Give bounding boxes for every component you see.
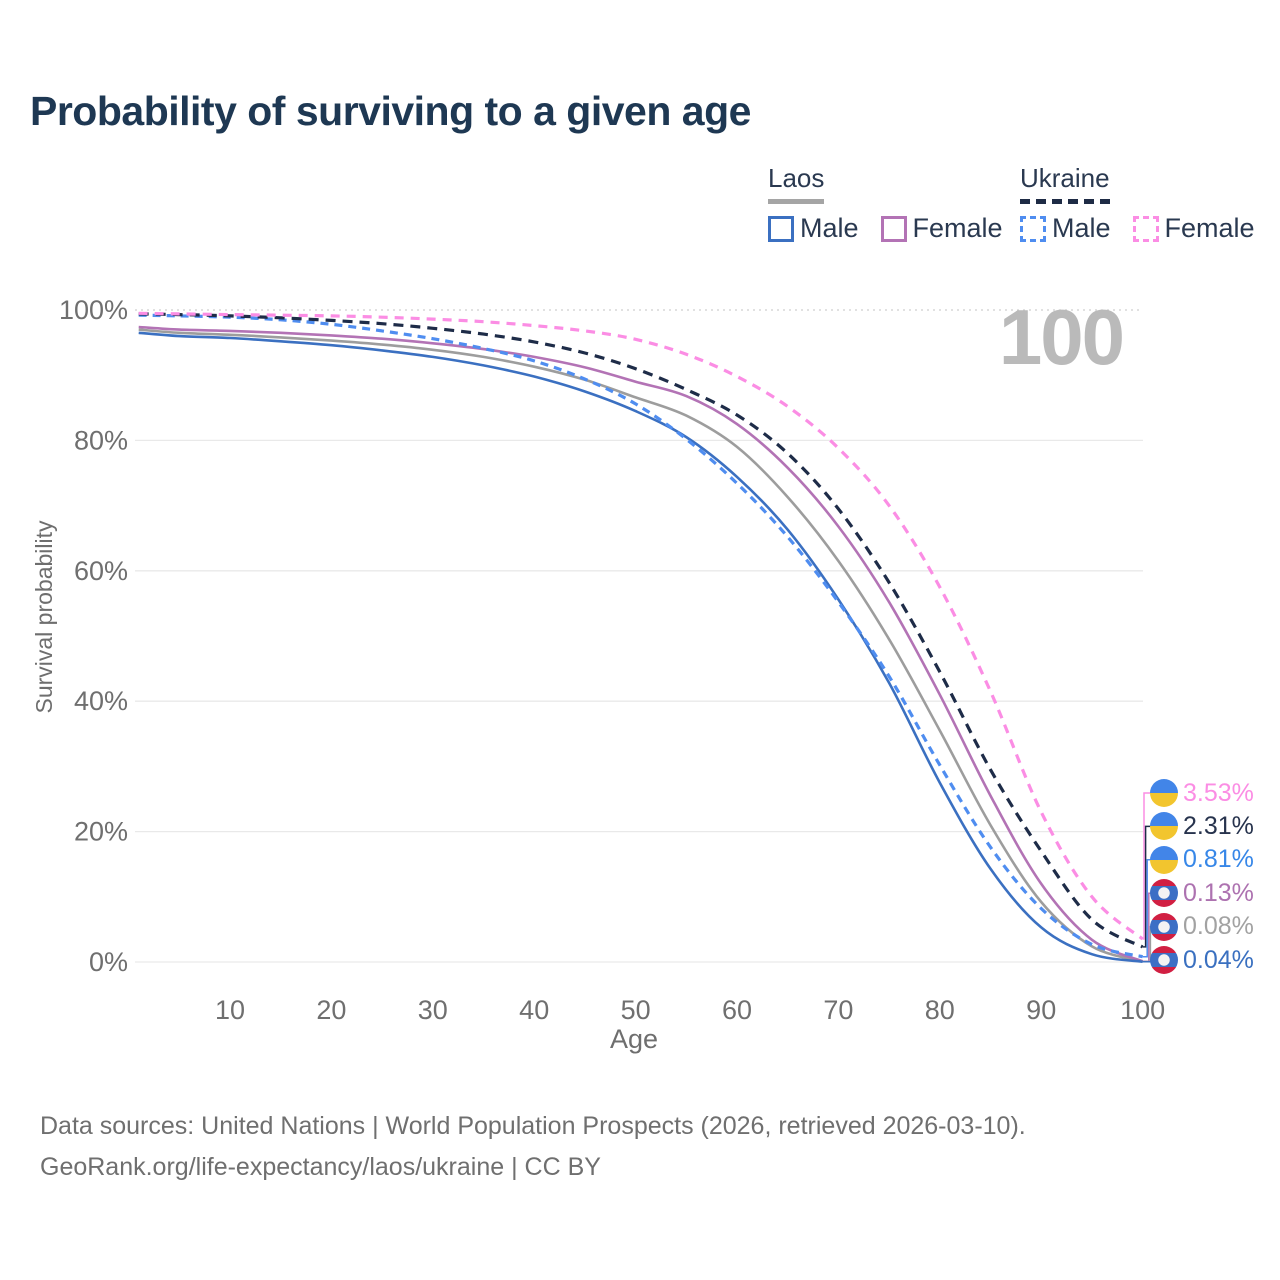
line-ukraine-total (138, 312, 1144, 949)
x-tick-label: 30 (418, 995, 448, 1025)
line-ukraine-female (138, 311, 1144, 941)
end-label-value: 0.13% (1183, 878, 1254, 907)
y-tick-label: 0% (89, 947, 128, 977)
legend-item-ukraine-female[interactable]: Female (1132, 213, 1255, 244)
x-tick-label: 20 (316, 995, 346, 1025)
laos-female-swatch-icon (880, 215, 907, 242)
legend-ukraine-header[interactable]: Ukraine (1020, 163, 1110, 204)
page-title: Probability of surviving to a given age (30, 88, 751, 134)
ukraine-flag-icon (1150, 779, 1178, 807)
y-tick-label: 100% (59, 295, 128, 325)
legend-item-laos-female[interactable]: Female (880, 213, 1003, 244)
x-tick-label: 60 (722, 995, 752, 1025)
end-label-laos-male: 0.04% (1150, 944, 1254, 976)
footer: Data sources: United Nations | World Pop… (40, 1106, 1026, 1188)
x-tick-label: 100 (1120, 995, 1165, 1025)
legend-group-laos: Laos Male Female (768, 163, 1003, 244)
y-tick-label: 60% (74, 556, 128, 586)
end-label-value: 0.81% (1183, 845, 1254, 874)
legend-laos-header[interactable]: Laos (768, 163, 825, 204)
ukraine-female-swatch-icon (1132, 215, 1159, 242)
x-tick-label: 40 (519, 995, 549, 1025)
legend-item-laos-male[interactable]: Male (768, 213, 859, 244)
end-label-value: 2.31% (1183, 811, 1254, 840)
line-ukraine-male (138, 313, 1143, 959)
end-label-value: 0.04% (1183, 945, 1254, 974)
end-label-ukraine-total: 2.31% (1150, 810, 1254, 842)
line-laos-female (138, 325, 1144, 963)
x-tick-label: 70 (823, 995, 853, 1025)
laos-flag-icon (1150, 946, 1178, 974)
laos-flag-icon (1150, 879, 1178, 908)
x-axis-title: Age (609, 1024, 659, 1054)
end-label-value: 0.08% (1183, 912, 1254, 941)
legend-item-label: Female (1164, 213, 1255, 243)
y-tick-label: 40% (74, 686, 128, 716)
x-tick-label: 10 (215, 995, 245, 1025)
line-laos-male (138, 331, 1143, 963)
ukraine-flag-icon (1150, 812, 1178, 841)
ukraine-male-swatch-icon (1020, 215, 1046, 242)
legend-item-label: Male (800, 213, 859, 243)
legend-item-label: Male (1052, 213, 1111, 243)
age-watermark: 100 (998, 293, 1125, 381)
ukraine-flag-icon (1150, 845, 1178, 874)
legend-item-label: Female (912, 213, 1003, 243)
x-tick-label: 50 (621, 995, 651, 1025)
legend-group-ukraine: Ukraine Male Female (1020, 163, 1255, 244)
x-tick-label: 90 (1026, 995, 1056, 1025)
footer-sources: Data sources: United Nations | World Pop… (40, 1112, 1026, 1140)
y-tick-label: 20% (74, 817, 128, 847)
end-label-value: 3.53% (1183, 778, 1254, 807)
end-label-laos-total: 0.08% (1150, 911, 1254, 943)
line-laos-total (138, 328, 1143, 963)
laos-flag-icon (1150, 912, 1178, 941)
end-label-laos-female: 0.13% (1150, 877, 1254, 909)
footer-url: GeoRank.org/life-expectancy/laos/ukraine… (40, 1153, 601, 1181)
laos-male-swatch-icon (768, 215, 794, 242)
end-label-ukraine-female: 3.53% (1150, 777, 1254, 809)
y-tick-label: 80% (74, 425, 128, 455)
x-tick-label: 80 (925, 995, 955, 1025)
end-label-ukraine-male: 0.81% (1150, 844, 1254, 876)
legend-item-ukraine-male[interactable]: Male (1020, 213, 1111, 244)
